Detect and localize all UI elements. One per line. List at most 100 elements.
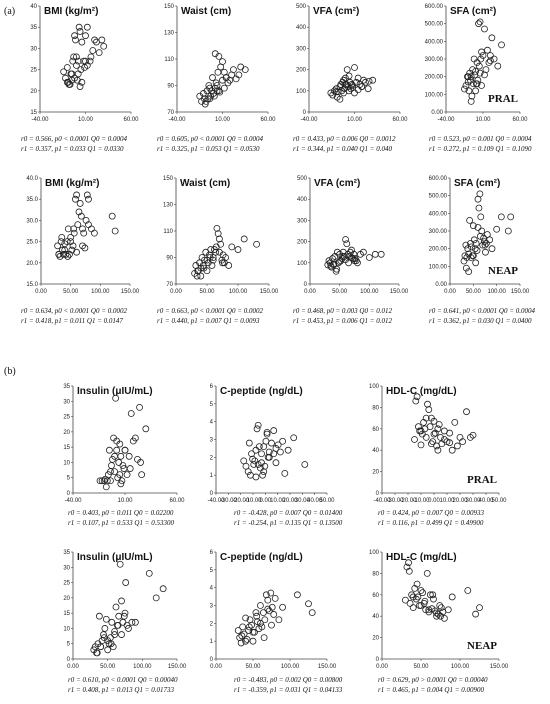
data-point <box>72 195 79 203</box>
data-point <box>486 57 494 65</box>
data-point <box>80 229 88 237</box>
y-tick-label: 35 <box>63 384 70 390</box>
data-point <box>137 459 145 466</box>
panel-title: Insulin (μIU/mL) <box>77 386 153 397</box>
data-point <box>250 461 258 468</box>
data-point <box>422 433 430 441</box>
x-tick-label: -40.00 <box>31 117 49 123</box>
data-point <box>497 213 505 221</box>
x-tick-label: 0.00 <box>210 664 222 670</box>
data-point <box>127 410 135 417</box>
data-point <box>434 425 442 433</box>
stat-line: r0 = 0.610, p0 < 0.0001 Q0 = 0.00040 <box>68 676 178 684</box>
y-tick-label: 5 <box>210 402 214 408</box>
y-tick-label: 15 <box>30 110 37 116</box>
x-tick-label: 50.00 <box>245 664 261 670</box>
data-point <box>473 59 481 66</box>
data-point <box>222 254 230 261</box>
data-point <box>259 609 267 617</box>
data-point <box>472 239 480 247</box>
data-point <box>478 82 485 89</box>
data-point <box>409 604 417 612</box>
y-tick-label: 80 <box>372 571 379 577</box>
data-point <box>67 233 75 241</box>
group-tag: NEAP <box>488 265 518 277</box>
data-point <box>406 599 414 607</box>
data-point <box>118 477 126 485</box>
data-point <box>131 434 139 442</box>
data-point <box>437 433 444 441</box>
y-tick-label: 1 <box>210 639 214 645</box>
x-tick-label: 0.00 <box>444 289 456 295</box>
data-point <box>108 618 116 626</box>
data-point <box>75 23 83 31</box>
x-tick-label: -20.00 <box>232 498 250 504</box>
data-point <box>268 439 275 447</box>
data-point <box>466 216 474 224</box>
x-tick-label: 50.00 <box>466 289 482 295</box>
panel-title: BMI (kg/m²) <box>45 178 99 189</box>
x-tick-label: 100.00 <box>451 664 470 670</box>
data-point <box>434 446 442 454</box>
data-point <box>464 73 472 81</box>
data-point <box>342 256 350 264</box>
data-point <box>451 418 459 426</box>
data-point <box>341 81 349 88</box>
y-tick-label: 20.0 <box>26 261 38 267</box>
y-tick-label: 90 <box>167 84 174 90</box>
y-tick-label: 20 <box>63 430 70 436</box>
data-point <box>429 438 437 446</box>
y-tick-label: 40 <box>30 4 37 10</box>
data-point <box>423 570 431 577</box>
data-point <box>123 471 131 479</box>
data-point <box>444 606 452 614</box>
data-point <box>426 423 434 431</box>
data-point <box>73 61 80 69</box>
data-point <box>330 261 338 269</box>
y-tick-label: 15 <box>63 445 70 451</box>
group-tag: PRAL <box>467 474 497 486</box>
data-point <box>242 614 250 622</box>
stat-line: r0 = 0.403, p0 = 0.011 Q0 = 0.02200 <box>68 509 174 517</box>
stat-line: r0 = -0.483, p0 = 0.002 Q0 = 0.00800 <box>234 676 343 684</box>
data-point <box>245 623 253 631</box>
data-point <box>125 625 132 632</box>
y-tick-label: 400 <box>296 25 307 31</box>
y-tick-label: 40 <box>372 614 379 620</box>
data-point <box>351 89 358 97</box>
data-point <box>343 240 351 248</box>
data-point <box>488 245 496 253</box>
stat-line: r0 = 0.566, p0 < 0.0001 Q0 = 0.0004 <box>21 135 127 143</box>
data-point <box>477 213 485 221</box>
data-point <box>63 64 71 71</box>
data-point <box>481 25 488 33</box>
y-tick-label: 200.00 <box>429 247 448 253</box>
stat-line: r1 = 0.325, p1 = 0.053 Q1 = 0.0530 <box>157 145 260 153</box>
data-point <box>417 441 425 449</box>
data-point <box>430 417 438 425</box>
data-point <box>476 18 484 26</box>
scatter-panel-a-neap-bmi: 15.0 20.0 25.0 30.0 35.0 40.0 0.00 50.00 100.00 1… <box>21 176 140 325</box>
data-point <box>102 615 110 623</box>
data-point <box>112 603 120 611</box>
data-point <box>200 264 208 272</box>
data-point <box>465 87 473 95</box>
data-point <box>230 66 237 73</box>
data-point <box>240 235 248 243</box>
data-point <box>473 247 481 254</box>
data-point <box>446 429 454 437</box>
data-point <box>93 649 101 657</box>
data-point <box>425 606 433 614</box>
data-point <box>465 250 473 258</box>
data-point <box>342 236 350 243</box>
data-point <box>70 229 78 237</box>
data-point <box>293 591 301 599</box>
x-tick-label: 20.00 <box>282 498 298 504</box>
data-point <box>424 400 431 408</box>
y-tick-label: 10 <box>63 460 70 466</box>
data-point <box>504 227 512 235</box>
data-point <box>121 609 129 617</box>
data-point <box>478 48 485 56</box>
y-tick-label: 150 <box>164 4 175 10</box>
